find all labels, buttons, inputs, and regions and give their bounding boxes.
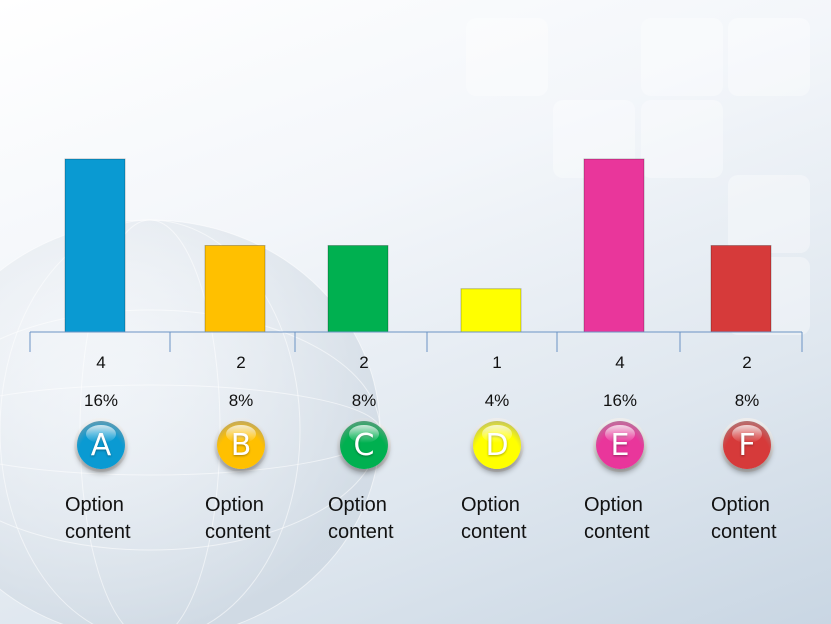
option-label: Option content [584, 492, 694, 546]
option-label-line1: Option [461, 494, 520, 516]
data-label-count: 2 [359, 353, 369, 372]
data-label-percent: 16% [83, 391, 119, 410]
option-label-line1: Option [205, 494, 264, 516]
option-label-line1: Option [328, 494, 387, 516]
option-badge-f: F [720, 418, 774, 472]
option-label-line2: content [461, 521, 527, 543]
option-label: Option content [328, 492, 438, 546]
data-label-count: 4 [96, 353, 106, 372]
option-badge-a: A [74, 418, 128, 472]
bar-e [583, 158, 645, 333]
option-label-line2: content [711, 521, 777, 543]
data-label-count: 2 [742, 353, 752, 372]
option-label-line1: Option [65, 494, 124, 516]
data-label-percent: 4% [484, 391, 510, 410]
badge-gloss [732, 425, 762, 443]
option-badge-c: C [337, 418, 391, 472]
option-label-line2: content [584, 521, 650, 543]
option-label: Option content [461, 492, 571, 546]
bar-a [64, 158, 126, 333]
data-label-percent: 8% [351, 391, 377, 410]
option-badge-e: E [593, 418, 647, 472]
bar-d [460, 288, 522, 333]
option-label-line2: content [205, 521, 271, 543]
badge-gloss [226, 425, 256, 443]
option-label: Option content [65, 492, 175, 546]
badge-gloss [605, 425, 635, 443]
option-label-line2: content [65, 521, 131, 543]
bar-b [204, 245, 266, 333]
data-label-count: 2 [236, 353, 246, 372]
option-label: Option content [205, 492, 315, 546]
option-badge-b: B [214, 418, 268, 472]
bar-c [327, 245, 389, 333]
option-badge-d: D [470, 418, 524, 472]
option-label-line1: Option [711, 494, 770, 516]
option-label-line2: content [328, 521, 394, 543]
data-label-percent: 8% [734, 391, 760, 410]
badge-gloss [349, 425, 379, 443]
data-label-percent: 16% [602, 391, 638, 410]
option-label-line1: Option [584, 494, 643, 516]
badge-gloss [86, 425, 116, 443]
bar-f [710, 245, 772, 333]
data-label-count: 1 [492, 353, 502, 372]
data-label-percent: 8% [228, 391, 254, 410]
option-label: Option content [711, 492, 821, 546]
data-label-count: 4 [615, 353, 625, 372]
badge-gloss [482, 425, 512, 443]
